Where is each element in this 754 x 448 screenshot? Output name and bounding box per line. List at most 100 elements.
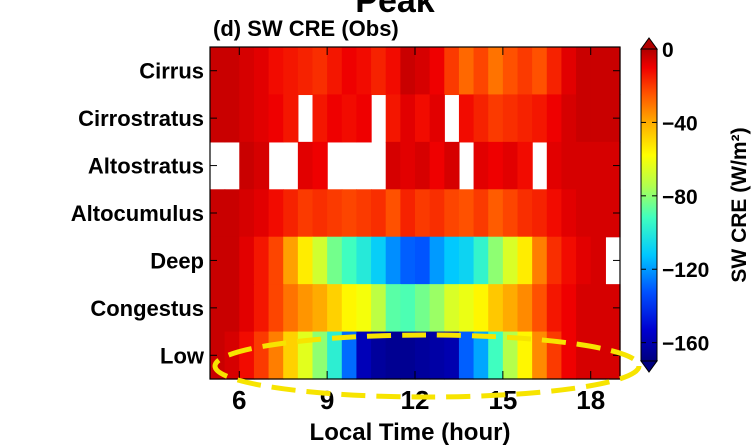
heatmap-cell	[253, 47, 270, 96]
x-tick-label: 6	[232, 385, 246, 415]
heatmap-cells	[210, 47, 621, 380]
heatmap-cell	[546, 284, 563, 333]
y-axis-ticks	[210, 70, 620, 356]
heatmap-cell	[297, 47, 314, 96]
y-category-label: Altocumulus	[71, 201, 204, 226]
heatmap-cell	[312, 189, 328, 238]
heatmap-cell	[444, 331, 460, 380]
heatmap-cell	[532, 189, 548, 238]
heatmap-cell	[415, 284, 431, 333]
heatmap-cell	[473, 189, 489, 238]
heatmap-cell	[371, 331, 387, 380]
heatmap-cell	[327, 189, 343, 238]
heatmap-cell	[415, 189, 431, 238]
heatmap-cell	[502, 189, 519, 238]
heatmap-cell	[224, 236, 240, 285]
heatmap-cell	[576, 141, 592, 190]
colorbar-tick-label: −120	[662, 259, 709, 282]
heatmap-cell	[429, 94, 445, 143]
heatmap-cell	[444, 141, 460, 190]
heatmap-cell	[576, 47, 592, 96]
x-axis-title: Local Time (hour)	[310, 419, 511, 446]
heatmap-cell	[400, 47, 416, 96]
x-axis-tick-labels: 6 9 12 15 18	[232, 385, 605, 415]
heatmap-cell	[473, 141, 489, 190]
heatmap-cell	[327, 284, 343, 333]
heatmap-cell	[605, 284, 621, 333]
y-category-label: Cirrus	[139, 59, 204, 84]
heatmap-cell	[532, 331, 548, 380]
heatmap-cell	[517, 284, 533, 333]
colorbar-label: SW CRE (W/m²)	[728, 127, 751, 282]
heatmap-cell	[605, 94, 621, 143]
heatmap-cell	[224, 47, 240, 96]
heatmap-cell	[590, 47, 606, 96]
heatmap-cell	[224, 284, 240, 333]
heatmap-cell	[415, 331, 431, 380]
y-axis-category-labels: Cirrus Cirrostratus Altostratus Altocumulus…	[71, 59, 205, 369]
heatmap-cell	[576, 189, 592, 238]
colorbar: 0 −40 −80 −120 −160 SW CRE (W/m²)	[640, 37, 751, 373]
heatmap-cell	[327, 47, 343, 96]
heatmap-cell	[210, 94, 226, 143]
heatmap-cell	[268, 331, 284, 380]
heatmap-cell	[502, 236, 519, 285]
heatmap-cell	[253, 236, 270, 285]
heatmap-cell	[385, 236, 401, 285]
heatmap-cell	[356, 47, 372, 96]
heatmap-cell	[385, 47, 401, 96]
heatmap-cell	[239, 94, 255, 143]
heatmap-cell	[356, 94, 372, 143]
heatmap-cell	[327, 94, 343, 143]
heatmap-cell	[561, 189, 577, 238]
heatmap-cell	[590, 331, 606, 380]
heatmap-cell	[502, 284, 519, 333]
x-axis-ticks	[238, 47, 592, 379]
heatmap-cell	[268, 236, 284, 285]
heatmap-cell	[561, 47, 577, 96]
heatmap-cell	[415, 47, 431, 96]
heatmap-cell	[502, 141, 519, 190]
x-tick-label: 15	[488, 385, 517, 415]
heatmap-cell	[312, 331, 328, 380]
heatmap-cell	[532, 94, 548, 143]
heatmap-cell	[253, 284, 270, 333]
heatmap-cell	[415, 94, 431, 143]
colorbar-tick-label: −160	[662, 333, 709, 356]
y-category-label: Altostratus	[88, 154, 204, 179]
heatmap-cell	[283, 284, 299, 333]
heatmap-cell	[341, 94, 358, 143]
heatmap-cell	[312, 284, 328, 333]
heatmap-cell	[341, 331, 358, 380]
y-category-label: Deep	[150, 248, 204, 273]
heatmap-cell	[327, 236, 343, 285]
heatmap-cell	[458, 331, 475, 380]
heatmap-cell	[590, 94, 606, 143]
heatmap-cell	[458, 94, 475, 143]
heatmap-cell	[444, 189, 460, 238]
heatmap-cell	[429, 284, 445, 333]
heatmap-cell	[605, 331, 621, 380]
heatmap-cell	[327, 331, 343, 380]
heatmap-cell	[239, 47, 255, 96]
heatmap-cell	[546, 47, 563, 96]
heatmap-cell	[239, 284, 255, 333]
heatmap-cell	[268, 94, 284, 143]
heatmap-cell	[239, 236, 255, 285]
heatmap-cell	[473, 331, 489, 380]
heatmap-cell	[210, 284, 226, 333]
heatmap-cell	[590, 141, 606, 190]
heatmap-cell	[268, 284, 284, 333]
heatmap-cell	[239, 189, 255, 238]
heatmap-cell	[385, 94, 401, 143]
heatmap-cell	[224, 189, 240, 238]
heatmap-cell	[576, 284, 592, 333]
heatmap-cell	[473, 47, 489, 96]
colorbar-tick-label: 0	[662, 39, 674, 62]
chart-title: (d) SW CRE (Obs)	[213, 16, 399, 41]
heatmap-cell	[605, 47, 621, 96]
heatmap-cell	[297, 331, 314, 380]
heatmap-cell	[297, 189, 314, 238]
y-category-label: Low	[160, 343, 205, 368]
